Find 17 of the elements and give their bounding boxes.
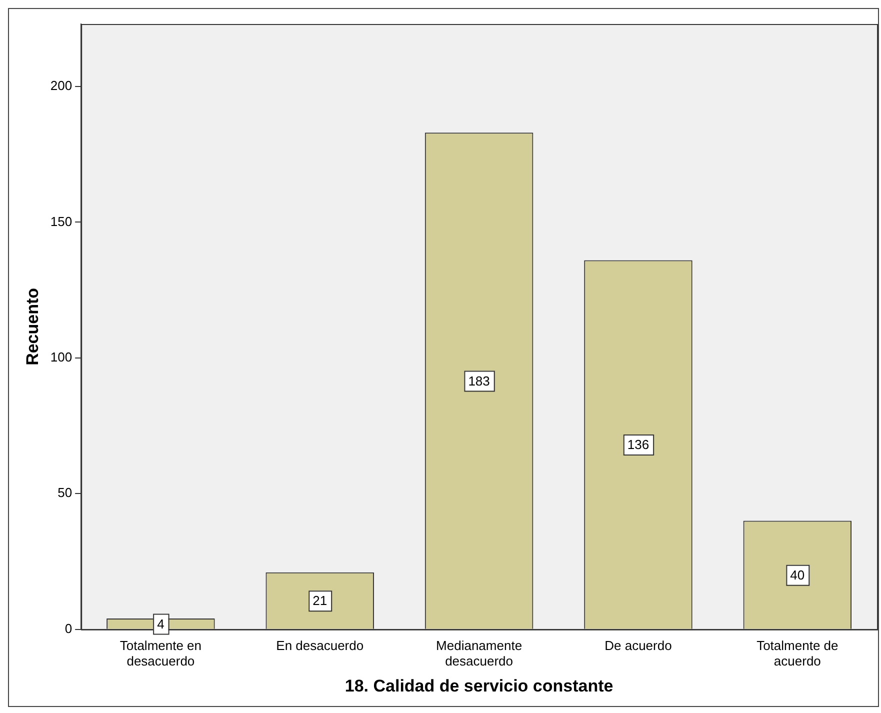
y-tick-label: 50 (58, 485, 72, 500)
data-label: 183 (468, 373, 490, 388)
x-tick-label: Medianamente desacuerdo (436, 638, 522, 668)
x-tick-label: Totalmente en desacuerdo (120, 638, 202, 668)
x-tick-label: De acuerdo (604, 638, 672, 653)
x-axis-title: 18. Calidad de servicio constante (344, 676, 614, 696)
y-tick-label: 200 (50, 78, 72, 94)
data-label: 136 (627, 437, 650, 452)
data-label: 21 (312, 593, 328, 608)
y-tick-label: 0 (64, 620, 72, 636)
x-tick-label: Totalmente de acuerdo (756, 638, 838, 668)
x-tick-label: En desacuerdo (276, 638, 364, 653)
y-axis-title: Recuento (22, 288, 42, 366)
data-label: 4 (157, 616, 164, 632)
y-tick-label: 100 (50, 350, 72, 364)
y-tick-label: 150 (50, 214, 72, 229)
data-label: 40 (790, 567, 805, 582)
